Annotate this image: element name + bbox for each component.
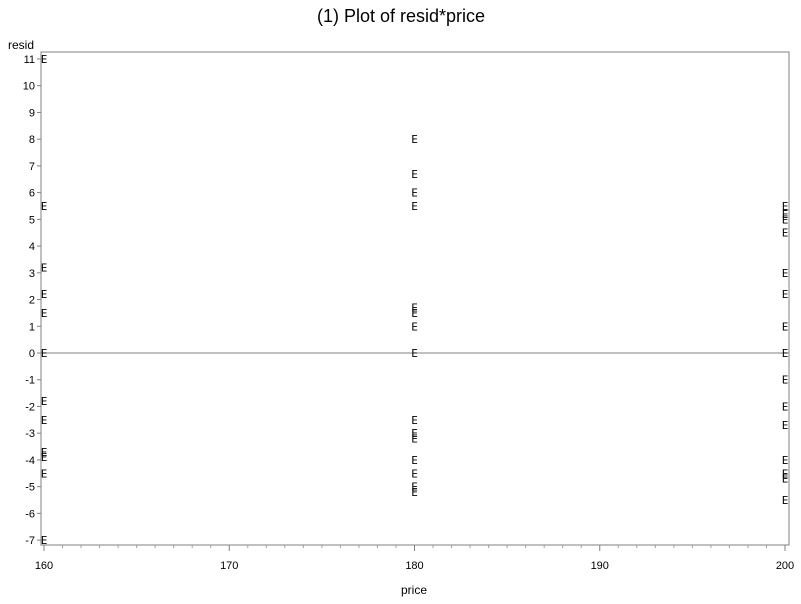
data-point: E [782, 419, 789, 432]
y-tick-label: 0 [29, 348, 35, 360]
y-tick-label: 10 [23, 81, 35, 93]
x-tick-label: 160 [35, 560, 53, 572]
data-point: E [41, 534, 48, 547]
data-point: E [41, 200, 48, 213]
data-point: E [782, 467, 789, 480]
data-point: E [411, 133, 418, 146]
data-point: E [411, 433, 418, 446]
data-point: E [41, 414, 48, 427]
y-axis-label: resid [8, 38, 34, 52]
data-point: E [41, 288, 48, 301]
data-point: E [782, 213, 789, 226]
data-point: E [782, 208, 789, 221]
data-point: E [782, 454, 789, 467]
y-tick-label: 4 [29, 241, 35, 253]
data-point: E [411, 414, 418, 427]
data-point: E [41, 467, 48, 480]
data-point: E [411, 302, 418, 315]
data-point: E [782, 267, 789, 280]
data-point: E [411, 320, 418, 333]
data-point: E [782, 320, 789, 333]
x-tick-label: 180 [405, 560, 423, 572]
data-point: E [411, 347, 418, 360]
data-point: E [411, 486, 418, 499]
y-tick-label: -1 [25, 375, 35, 387]
data-point: E [411, 307, 418, 320]
x-axis-label: price [401, 583, 427, 597]
y-axis: -7 -6 -5 -4 -3 -2 -1 0 1 2 3 4 5 6 7 8 9 10 11 [23, 54, 41, 547]
y-tick-label: -6 [25, 508, 35, 520]
x-tick-label: 170 [220, 560, 238, 572]
data-point: E [411, 481, 418, 494]
data-point: E [41, 53, 48, 66]
data-point: E [782, 200, 789, 213]
y-tick-label: -2 [25, 401, 35, 413]
data-point: E [782, 288, 789, 301]
x-axis: 160 170 180 190 200 [35, 545, 794, 572]
y-tick-label: -4 [25, 455, 35, 467]
data-point: E [411, 187, 418, 200]
data-point: E [41, 307, 48, 320]
data-point: E [41, 347, 48, 360]
y-tick-label: -5 [25, 482, 35, 494]
data-point: E [782, 473, 789, 486]
y-tick-label: 2 [29, 295, 35, 307]
y-tick-label: 3 [29, 268, 35, 280]
data-points: EEEEEEEEEEEEEEEEEEEEEEEEEEEEEEEEEEEEEEEE… [41, 53, 789, 547]
y-tick-label: -3 [25, 428, 35, 440]
data-point: E [41, 261, 48, 274]
data-point: E [41, 446, 48, 459]
data-point: E [411, 454, 418, 467]
y-tick-label: 5 [29, 214, 35, 226]
y-tick-label: 8 [29, 134, 35, 146]
y-tick-label: 9 [29, 107, 35, 119]
data-point: E [782, 400, 789, 413]
data-point: E [782, 494, 789, 507]
x-tick-label: 200 [776, 560, 794, 572]
data-point: E [782, 374, 789, 387]
x-tick-label: 190 [591, 560, 609, 572]
y-tick-label: 7 [29, 161, 35, 173]
data-point: E [411, 427, 418, 440]
data-point: E [41, 451, 48, 464]
y-tick-label: 6 [29, 188, 35, 200]
chart-title: (1) Plot of resid*price [317, 6, 485, 26]
data-point: E [411, 168, 418, 181]
data-point: E [411, 467, 418, 480]
data-point: E [782, 227, 789, 240]
data-point: E [41, 395, 48, 408]
y-tick-label: -7 [25, 535, 35, 547]
data-point: E [411, 200, 418, 213]
data-point: E [782, 347, 789, 360]
y-tick-label: 11 [24, 54, 35, 66]
y-tick-label: 1 [29, 321, 35, 333]
